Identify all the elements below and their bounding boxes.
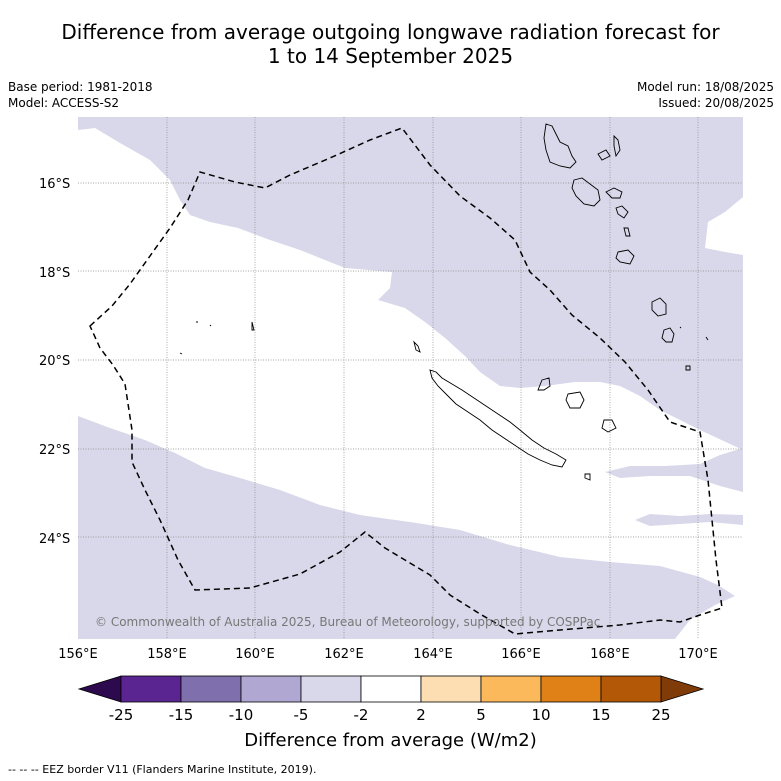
colorbar-cell [481, 676, 541, 702]
colorbar-title: Difference from average (W/m2) [0, 730, 781, 751]
lon-label-170e: 170°E [678, 647, 718, 662]
colorbar-tick-label: -5 [294, 706, 309, 724]
colorbar-tick-label: -10 [229, 706, 254, 724]
lat-label-18s: 18°S [39, 266, 70, 281]
colorbar-extend-low [79, 676, 121, 702]
colorbar-cell [121, 676, 181, 702]
colorbar-tick-label: -25 [109, 706, 134, 724]
eez-legend-footer: -- -- -- EEZ border V11 (Flanders Marine… [8, 763, 316, 776]
colorbar-tick-label: 15 [591, 706, 610, 724]
map-figure: © Commonwealth of Australia 2025, Bureau… [0, 0, 781, 781]
lon-label-156e: 156°E [58, 647, 98, 662]
copyright-text: © Commonwealth of Australia 2025, Bureau… [95, 615, 600, 629]
lon-label-158e: 158°E [147, 647, 187, 662]
lon-label-160e: 160°E [235, 647, 275, 662]
colorbar: -25 -15 -10 -5 -2 2 5 10 15 25 [79, 676, 703, 724]
colorbar-cell [241, 676, 301, 702]
colorbar-cell [181, 676, 241, 702]
colorbar-cell [301, 676, 361, 702]
lat-label-20s: 20°S [39, 354, 70, 369]
lat-label-16s: 16°S [39, 177, 70, 192]
colorbar-cell [601, 676, 661, 702]
lat-label-22s: 22°S [39, 443, 70, 458]
colorbar-cell [541, 676, 601, 702]
colorbar-tick-label: -2 [354, 706, 369, 724]
colorbar-cell [361, 676, 421, 702]
colorbar-tick-label: -15 [169, 706, 194, 724]
lat-label-24s: 24°S [39, 532, 70, 547]
colorbar-tick-label: 2 [416, 706, 426, 724]
colorbar-tick-label: 5 [476, 706, 486, 724]
colorbar-tick-label: 10 [531, 706, 550, 724]
lon-label-162e: 162°E [324, 647, 364, 662]
lon-label-166e: 166°E [501, 647, 541, 662]
colorbar-extend-high [661, 676, 703, 702]
colorbar-tick-label: 25 [651, 706, 670, 724]
lon-label-168e: 168°E [590, 647, 630, 662]
lon-label-164e: 164°E [413, 647, 453, 662]
colorbar-cell [421, 676, 481, 702]
